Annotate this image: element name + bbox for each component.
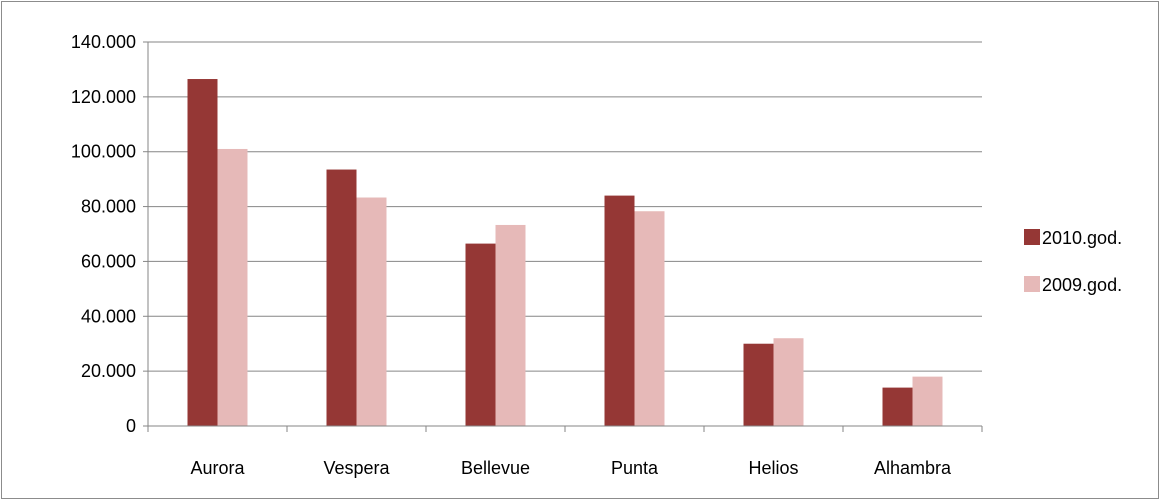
bar-2010-god--helios xyxy=(743,343,774,426)
bar-2009-god--vespera xyxy=(356,197,387,426)
x-tick-label: Helios xyxy=(748,458,798,478)
legend-swatch xyxy=(1024,229,1040,245)
y-tick-label: 20.000 xyxy=(81,361,136,381)
legend-swatch xyxy=(1024,276,1040,292)
legend-label: 2010.god. xyxy=(1042,228,1122,248)
x-tick-label: Punta xyxy=(611,458,659,478)
y-tick-label: 140.000 xyxy=(71,32,136,52)
legend-label: 2009.god. xyxy=(1042,275,1122,295)
bar-2010-god--alhambra xyxy=(882,387,913,426)
y-tick-label: 80.000 xyxy=(81,197,136,217)
y-tick-label: 60.000 xyxy=(81,251,136,271)
bar-2010-god--bellevue xyxy=(465,243,496,426)
x-tick-label: Vespera xyxy=(323,458,390,478)
y-axis-tick-labels: 0 20.000 40.000 60.000 80.000 100.000 120.000 1… xyxy=(71,32,136,436)
bar-2010-god--vespera xyxy=(326,169,357,427)
bar-2009-god--alhambra xyxy=(912,376,943,426)
y-tick-label: 120.000 xyxy=(71,87,136,107)
x-tick-label: Bellevue xyxy=(461,458,530,478)
gridlines xyxy=(148,41,982,372)
y-tick-label: 40.000 xyxy=(81,306,136,326)
legend: 2010.god. 2009.god. xyxy=(1024,228,1122,295)
y-tick-label: 100.000 xyxy=(71,142,136,162)
bar-2010-god--aurora xyxy=(187,79,218,427)
bar-2009-god--helios xyxy=(773,338,804,426)
x-axis-tick-labels: Aurora Vespera Bellevue Punta Helios Alhambra xyxy=(190,458,952,478)
bar-2009-god--aurora xyxy=(217,148,248,426)
x-tick-label: Aurora xyxy=(190,458,245,478)
axes xyxy=(143,41,983,432)
y-tick-label: 0 xyxy=(126,416,136,436)
bar-2009-god--punta xyxy=(634,211,665,426)
x-tick-label: Alhambra xyxy=(874,458,952,478)
bar-2009-god--bellevue xyxy=(495,224,526,426)
bar-2010-god--punta xyxy=(604,195,635,426)
bars xyxy=(187,79,943,427)
